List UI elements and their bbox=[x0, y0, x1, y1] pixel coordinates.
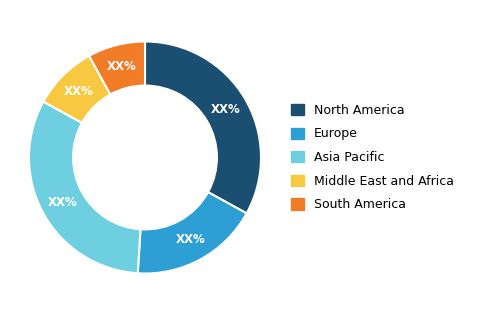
Wedge shape bbox=[29, 102, 140, 273]
Text: XX%: XX% bbox=[176, 233, 205, 246]
Text: XX%: XX% bbox=[107, 60, 136, 73]
Text: XX%: XX% bbox=[211, 103, 241, 116]
Wedge shape bbox=[138, 192, 246, 273]
Text: XX%: XX% bbox=[48, 196, 78, 209]
Text: XX%: XX% bbox=[64, 84, 94, 98]
Wedge shape bbox=[145, 42, 261, 213]
Legend: North America, Europe, Asia Pacific, Middle East and Africa, South America: North America, Europe, Asia Pacific, Mid… bbox=[291, 104, 454, 211]
Wedge shape bbox=[44, 56, 110, 123]
Wedge shape bbox=[89, 42, 145, 94]
